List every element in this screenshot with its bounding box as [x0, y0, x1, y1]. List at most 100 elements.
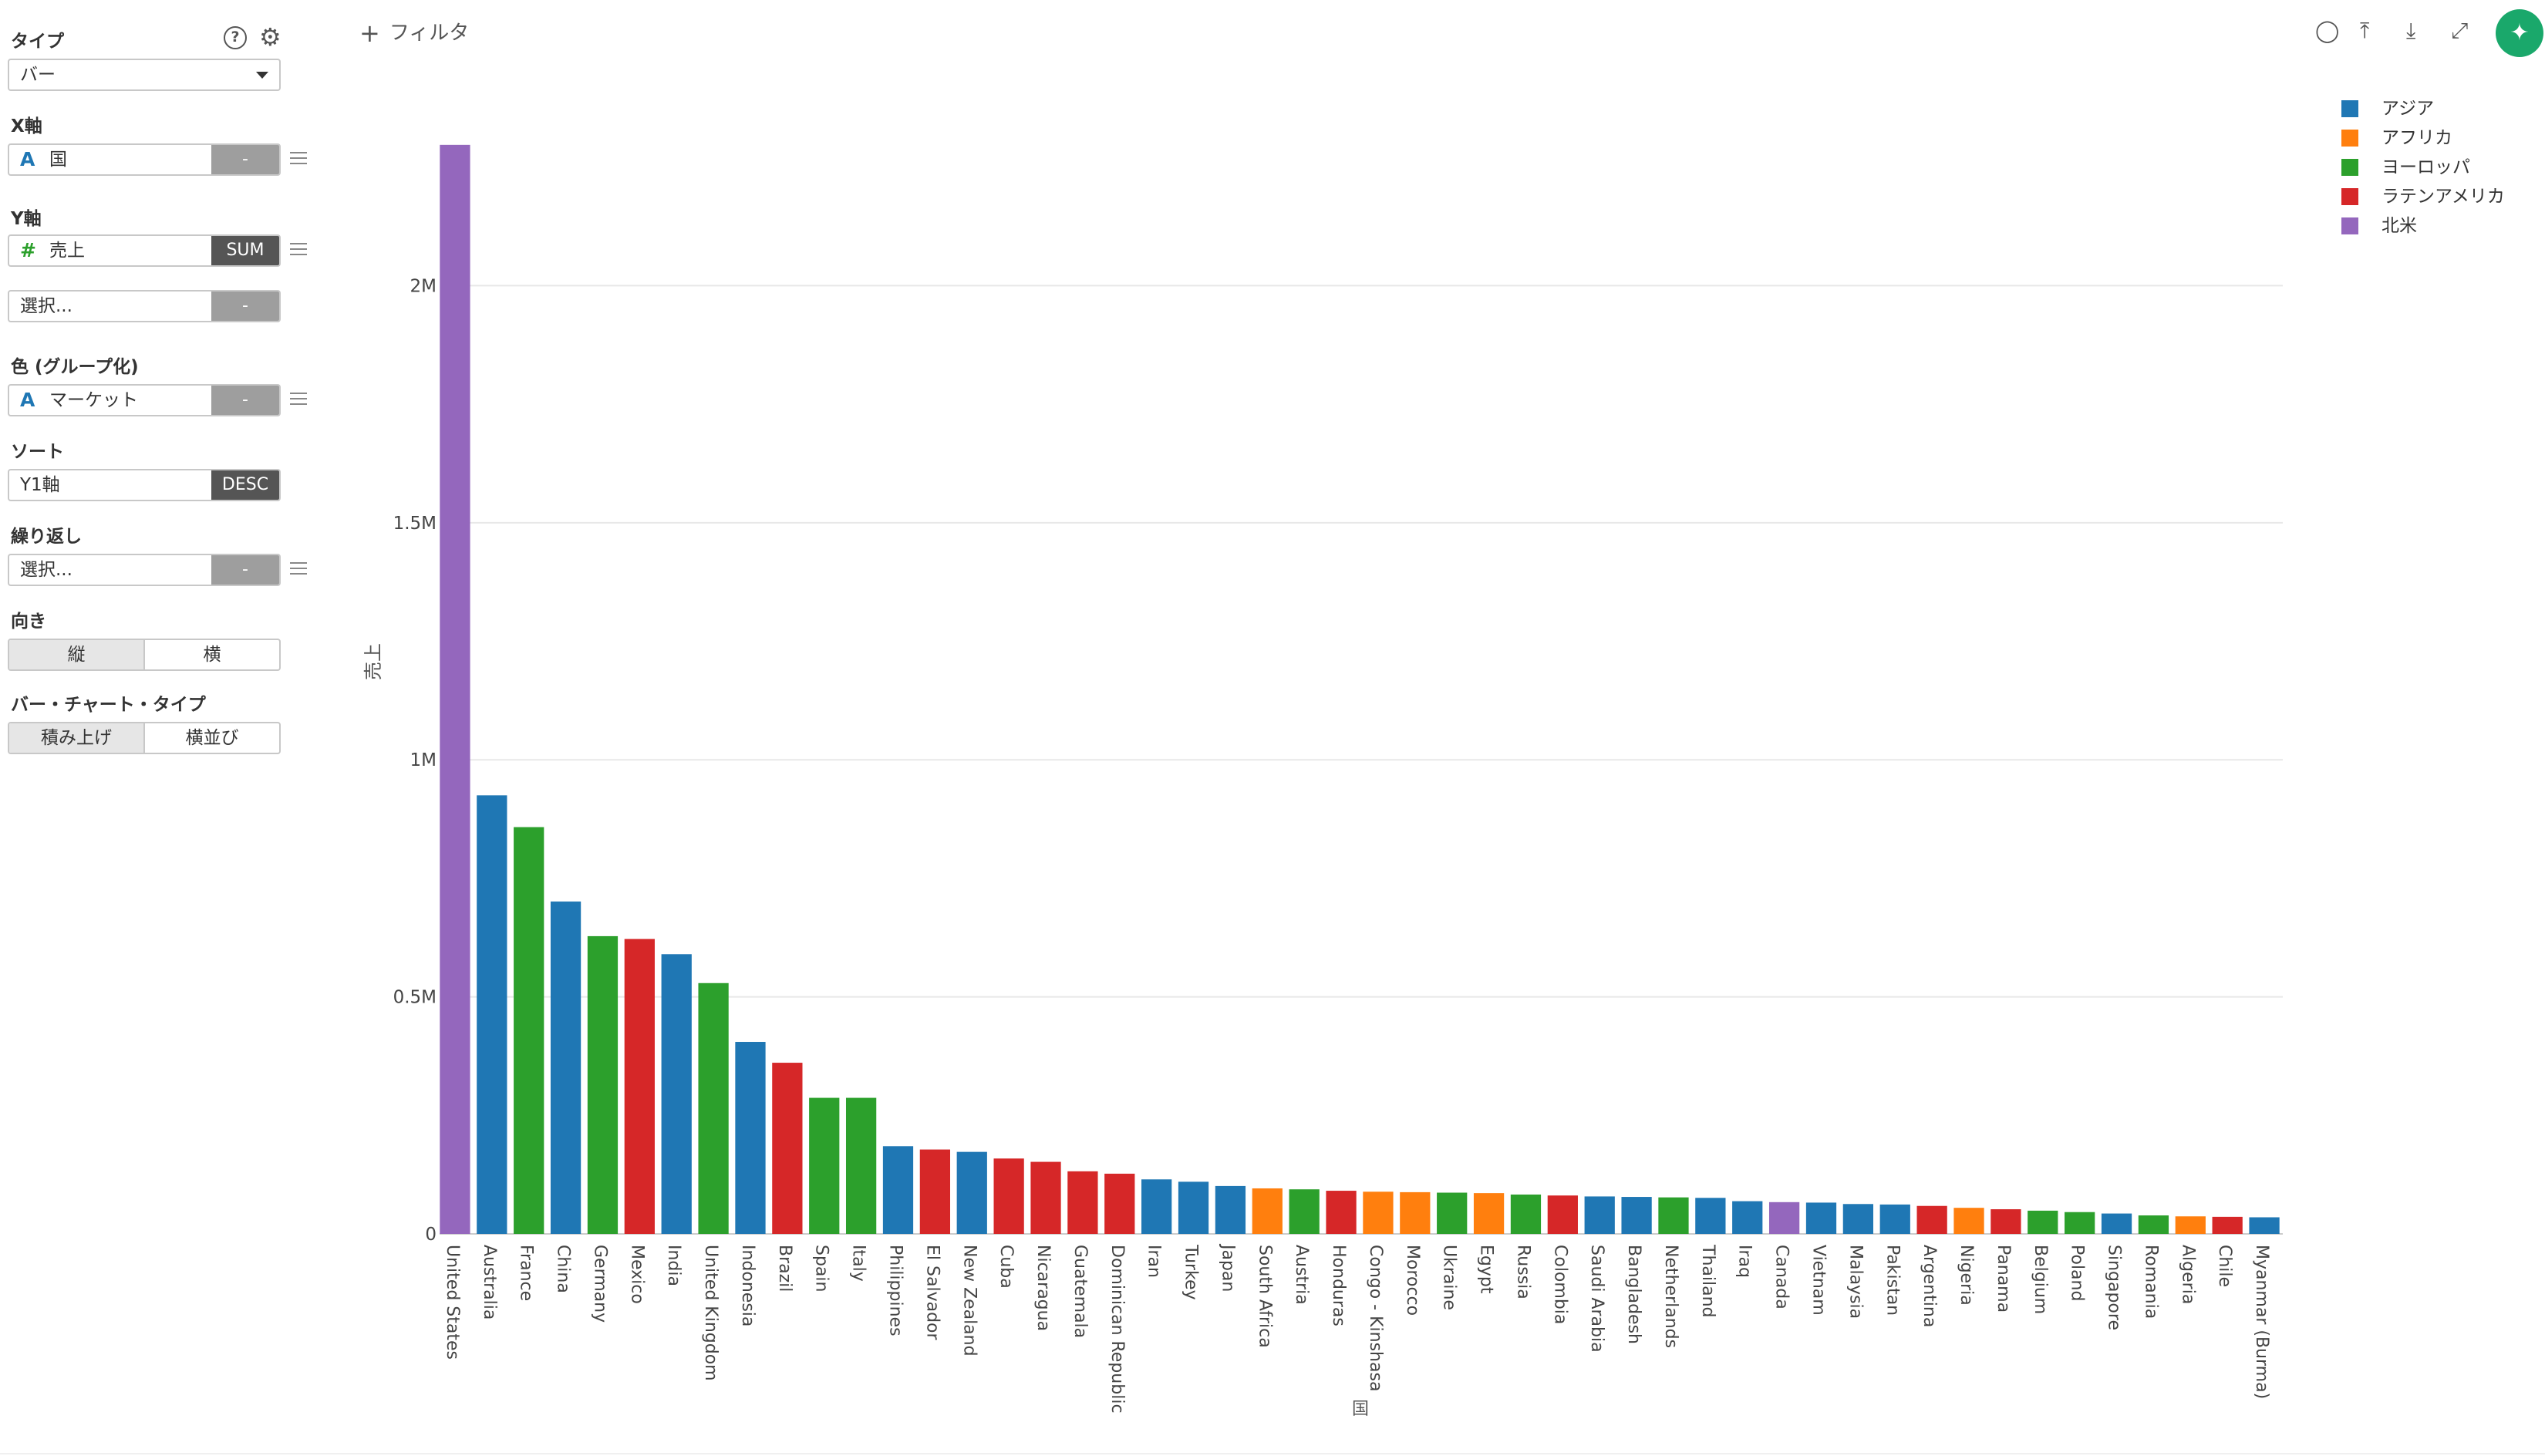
comment-icon[interactable]: ◯	[2315, 18, 2340, 43]
bar-type-toggle: 積み上げ 横並び	[8, 722, 281, 754]
bar[interactable]	[2212, 1216, 2243, 1234]
download-icon[interactable]: ⤓	[2406, 18, 2416, 43]
bar[interactable]	[2249, 1217, 2280, 1234]
bar[interactable]	[440, 144, 470, 1234]
bar[interactable]	[1768, 1202, 1800, 1234]
bar[interactable]	[1547, 1195, 1578, 1234]
color-field[interactable]: A マーケット -	[8, 384, 281, 416]
x-tick-label: Brazil	[775, 1245, 794, 1292]
bar[interactable]	[1437, 1192, 1468, 1234]
bar[interactable]	[1621, 1197, 1652, 1234]
y-axis-field[interactable]: # 売上 SUM	[8, 234, 281, 267]
x-tick-label: Russia	[1513, 1245, 1532, 1299]
color-option-button[interactable]: -	[211, 386, 279, 415]
y2-axis-field[interactable]: 選択... -	[8, 290, 281, 322]
x-tick-label: Saudi Arabia	[1587, 1245, 1606, 1353]
bar[interactable]	[1363, 1191, 1394, 1234]
bar[interactable]	[1732, 1201, 1763, 1234]
chart-type-select[interactable]: バー	[8, 59, 281, 91]
menu-icon[interactable]	[290, 393, 307, 406]
bar-type-stacked[interactable]: 積み上げ	[9, 723, 143, 753]
bar[interactable]	[919, 1149, 951, 1234]
y-axis-title: 売上	[362, 643, 384, 680]
bar[interactable]	[1104, 1173, 1135, 1234]
bar[interactable]	[1326, 1191, 1357, 1234]
bar[interactable]	[956, 1151, 987, 1234]
bar[interactable]	[698, 982, 729, 1234]
x-tick-label: Thailand	[1698, 1244, 1717, 1317]
bar[interactable]	[1473, 1193, 1505, 1234]
gear-icon[interactable]: ⚙	[259, 22, 281, 52]
menu-icon[interactable]	[290, 243, 307, 257]
bar[interactable]	[1141, 1179, 1172, 1234]
bar[interactable]	[1805, 1202, 1837, 1234]
y2-option-button[interactable]: -	[211, 292, 279, 321]
bar[interactable]	[1400, 1191, 1431, 1234]
y-aggregation-button[interactable]: SUM	[211, 236, 279, 265]
bar[interactable]	[2065, 1212, 2095, 1234]
x-tick-label: China	[554, 1245, 573, 1293]
bar[interactable]	[477, 795, 507, 1234]
repeat-field[interactable]: 選択... -	[8, 554, 281, 586]
grid-lines	[440, 285, 2283, 1235]
bar[interactable]	[1252, 1188, 1283, 1234]
bar[interactable]	[1658, 1197, 1689, 1234]
y-tick-label: 1.5M	[393, 514, 437, 534]
bar[interactable]	[993, 1158, 1024, 1234]
bar[interactable]	[1289, 1189, 1320, 1234]
x-tick-label: Colombia	[1550, 1245, 1569, 1324]
x-axis-option-button[interactable]: -	[211, 145, 279, 174]
sort-field[interactable]: Y1軸 DESC	[8, 469, 281, 501]
expand-icon[interactable]: ⤢	[2451, 18, 2469, 43]
pin-icon[interactable]: ✦	[2496, 9, 2543, 57]
bar[interactable]	[1178, 1181, 1209, 1234]
bar[interactable]	[514, 827, 544, 1234]
bar[interactable]	[2028, 1210, 2058, 1234]
x-tick-label: Germany	[590, 1245, 609, 1323]
x-tick-label: Myanmar (Burma)	[2252, 1245, 2271, 1399]
bar[interactable]	[1953, 1208, 1984, 1234]
x-tick-label: Poland	[2068, 1245, 2087, 1301]
x-tick-label: Vietnam	[1809, 1245, 1829, 1316]
bar[interactable]	[1695, 1198, 1726, 1234]
x-tick-label: Mexico	[627, 1245, 646, 1304]
bar[interactable]	[1510, 1194, 1542, 1234]
bar[interactable]	[2101, 1213, 2132, 1234]
bar[interactable]	[2175, 1216, 2206, 1234]
sort-label: ソート	[11, 442, 64, 462]
menu-icon[interactable]	[290, 562, 307, 576]
bar[interactable]	[624, 939, 655, 1234]
bar[interactable]	[1990, 1209, 2021, 1234]
bar[interactable]	[1879, 1204, 1910, 1234]
orientation-horizontal[interactable]: 横	[143, 640, 279, 669]
x-tick-label: India	[664, 1245, 683, 1286]
bar[interactable]	[550, 902, 581, 1234]
bar[interactable]	[735, 1042, 766, 1234]
bar[interactable]	[1584, 1196, 1615, 1234]
menu-icon[interactable]	[290, 152, 307, 166]
sort-order-button[interactable]: DESC	[211, 470, 279, 500]
orientation-vertical[interactable]: 縦	[9, 640, 143, 669]
help-icon[interactable]: ?	[224, 26, 247, 49]
bar[interactable]	[772, 1063, 803, 1234]
upload-icon[interactable]: ⤒	[2360, 18, 2370, 43]
bar[interactable]	[1215, 1185, 1246, 1234]
bar[interactable]	[1916, 1205, 1947, 1234]
bar[interactable]	[882, 1146, 914, 1234]
add-filter-button[interactable]: + フィルタ	[359, 17, 469, 48]
bar[interactable]	[845, 1097, 877, 1234]
bar[interactable]	[1842, 1204, 1874, 1234]
bar[interactable]	[1067, 1171, 1098, 1234]
bar[interactable]	[1030, 1161, 1061, 1234]
bar[interactable]	[661, 954, 692, 1234]
x-tick-label: Nigeria	[1957, 1245, 1976, 1306]
repeat-option-button[interactable]: -	[211, 555, 279, 585]
bar-type-side-by-side[interactable]: 横並び	[143, 723, 279, 753]
x-tick-label: Pakistan	[1883, 1245, 1902, 1316]
bar[interactable]	[809, 1097, 840, 1234]
bar-type-label: バー・チャート・タイプ	[11, 695, 206, 715]
x-axis-field[interactable]: A 国 -	[8, 143, 281, 176]
bar[interactable]	[587, 935, 619, 1234]
bar[interactable]	[2138, 1215, 2169, 1234]
